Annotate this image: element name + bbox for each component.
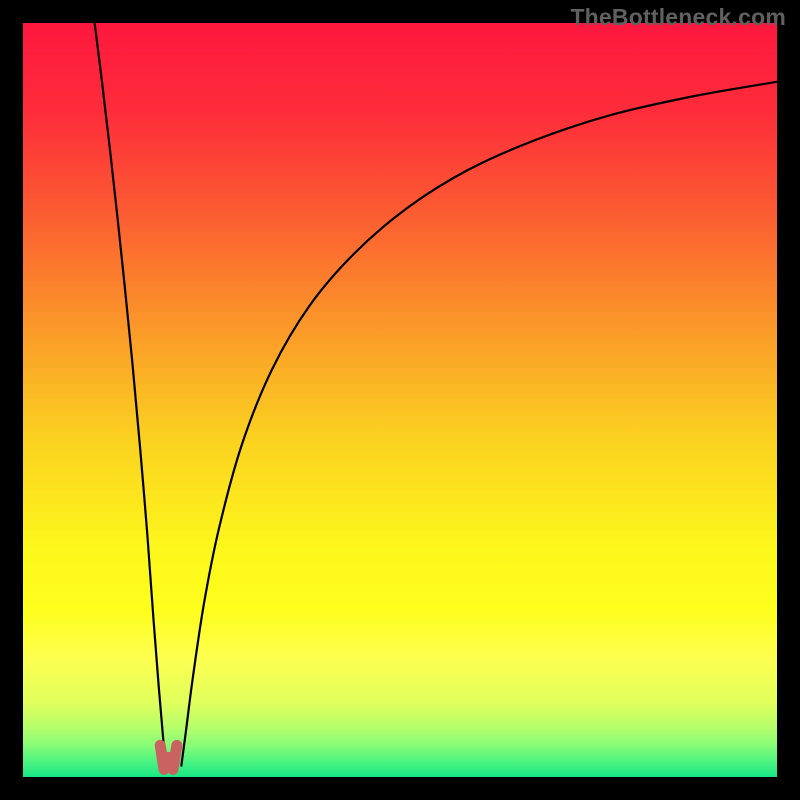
plot-area [23, 23, 777, 777]
bottleneck-chart [23, 23, 777, 777]
cusp-marker-dot [172, 740, 182, 750]
cusp-marker-dot [155, 740, 165, 750]
chart-container: TheBottleneck.com [0, 0, 800, 800]
watermark-text: TheBottleneck.com [570, 4, 786, 31]
